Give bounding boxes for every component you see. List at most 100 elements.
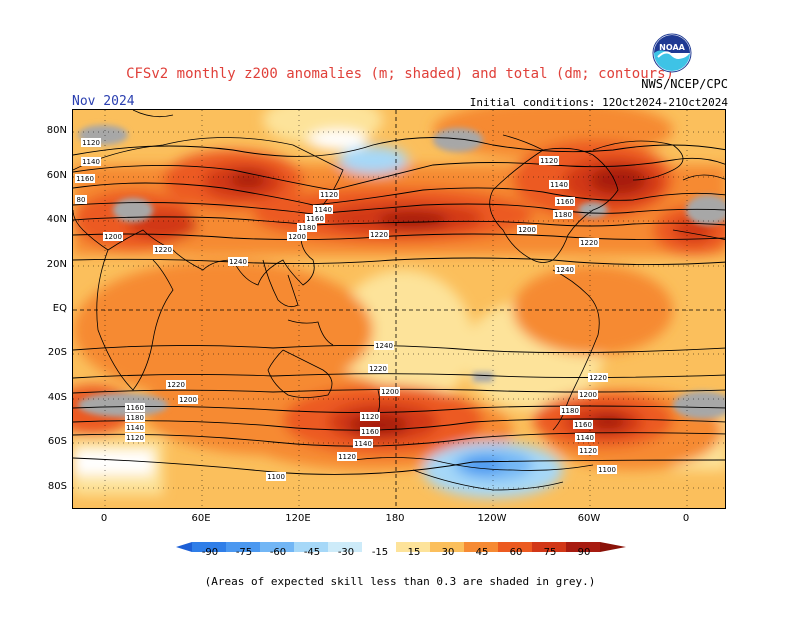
colorbar-swatch <box>192 542 226 552</box>
svg-text:1120: 1120 <box>126 434 144 442</box>
svg-text:1220: 1220 <box>369 365 387 373</box>
svg-text:1240: 1240 <box>375 342 393 350</box>
svg-text:1180: 1180 <box>126 414 144 422</box>
contour-label: 1140 <box>81 157 101 166</box>
svg-text:1140: 1140 <box>354 440 372 448</box>
noaa-logo-text: NOAA <box>659 43 685 52</box>
svg-text:1140: 1140 <box>126 424 144 432</box>
svg-text:1100: 1100 <box>598 466 616 474</box>
contour-label: 1100 <box>597 465 617 474</box>
colorbar-label: 90 <box>577 547 591 558</box>
noaa-logo-icon: NOAA <box>652 33 692 73</box>
contour-label: 1200 <box>103 232 123 241</box>
map-panel: 1120 1140 1160 80 1200 1220 1240 1120 11… <box>72 109 726 509</box>
anomaly-map: 1120 1140 1160 80 1200 1220 1240 1120 11… <box>73 110 725 508</box>
agency-label: NWS/NCEP/CPC <box>641 77 728 91</box>
colorbar-label: 15 <box>407 547 421 558</box>
svg-text:1200: 1200 <box>288 233 306 241</box>
lat-label-40s: 40S <box>47 392 67 403</box>
contour-label: 1100 <box>266 472 286 481</box>
contour-label: 1160 <box>360 427 380 436</box>
contour-label: 1140 <box>353 439 373 448</box>
svg-text:1220: 1220 <box>167 381 185 389</box>
contour-label: 1240 <box>374 341 394 350</box>
lon-label-120w: 120W <box>477 513 507 524</box>
colorbar-label: 60 <box>509 547 523 558</box>
colorbar-swatch <box>226 542 260 552</box>
svg-text:1200: 1200 <box>104 233 122 241</box>
svg-text:1160: 1160 <box>76 175 94 183</box>
colorbar-label: 30 <box>441 547 455 558</box>
svg-text:1220: 1220 <box>580 239 598 247</box>
svg-text:1200: 1200 <box>381 388 399 396</box>
svg-text:1140: 1140 <box>550 181 568 189</box>
contour-label: 1140 <box>549 180 569 189</box>
lat-label-80s: 80S <box>47 481 67 492</box>
shaded-anomalies <box>73 110 725 498</box>
contour-label: 1220 <box>369 230 389 239</box>
svg-text:1120: 1120 <box>320 191 338 199</box>
svg-text:1200: 1200 <box>579 391 597 399</box>
contour-label: 1200 <box>380 387 400 396</box>
contour-labels: 1120 1140 1160 80 1200 1220 1240 1120 11… <box>75 138 617 481</box>
svg-text:1160: 1160 <box>574 421 592 429</box>
initial-conditions: Initial conditions: 12Oct2024-21Oct2024 <box>469 96 728 109</box>
svg-text:1140: 1140 <box>314 206 332 214</box>
colorbar <box>176 537 626 556</box>
contour-label: 1220 <box>153 245 173 254</box>
colorbar-label: -75 <box>235 547 253 558</box>
colorbar-label: -90 <box>201 547 219 558</box>
colorbar-swatch <box>362 542 396 552</box>
lat-label-80n: 80N <box>46 125 67 136</box>
colorbar-swatch <box>600 542 626 552</box>
contour-label: 1120 <box>360 412 380 421</box>
lon-label-180: 180 <box>385 513 405 524</box>
contour-label: 1120 <box>81 138 101 147</box>
lon-label-0-east: 0 <box>682 513 690 524</box>
lon-label-60e: 60E <box>191 513 211 524</box>
lat-label-20n: 20N <box>46 259 67 270</box>
contour-label: 1120 <box>319 190 339 199</box>
svg-text:1120: 1120 <box>579 447 597 455</box>
contour-label: 1240 <box>228 257 248 266</box>
svg-text:1240: 1240 <box>229 258 247 266</box>
colorbar-swatch <box>430 542 464 552</box>
contour-label: 1120 <box>578 446 598 455</box>
contour-label: 1120 <box>539 156 559 165</box>
graticule <box>73 110 725 508</box>
lat-label-20s: 20S <box>47 347 67 358</box>
svg-text:80: 80 <box>77 196 86 204</box>
svg-text:1220: 1220 <box>370 231 388 239</box>
contour-label: 1240 <box>555 265 575 274</box>
svg-text:1160: 1160 <box>306 215 324 223</box>
svg-text:1180: 1180 <box>561 407 579 415</box>
contour-label: 1120 <box>125 433 145 442</box>
colorbar-label: 75 <box>543 547 557 558</box>
lon-label-60w: 60W <box>577 513 601 524</box>
lon-label-120e: 120E <box>285 513 311 524</box>
coastlines <box>73 110 725 491</box>
colorbar-swatch <box>464 542 498 552</box>
contour-label: 80 <box>75 195 87 204</box>
contour-label: 1160 <box>573 420 593 429</box>
forecast-month: Nov 2024 <box>72 94 135 109</box>
contour-label: 1200 <box>287 232 307 241</box>
contour-label: 1180 <box>297 223 317 232</box>
svg-text:1100: 1100 <box>267 473 285 481</box>
colorbar-swatch <box>260 542 294 552</box>
colorbar-swatch <box>176 542 192 552</box>
colorbar-label: -15 <box>371 547 389 558</box>
svg-text:1200: 1200 <box>179 396 197 404</box>
colorbar-swatch <box>328 542 362 552</box>
colorbar-swatch <box>498 542 532 552</box>
svg-text:1160: 1160 <box>556 198 574 206</box>
svg-text:1120: 1120 <box>82 139 100 147</box>
svg-text:1160: 1160 <box>126 404 144 412</box>
lat-label-60s: 60S <box>47 436 67 447</box>
skill-footnote: (Areas of expected skill less than 0.3 a… <box>204 575 596 588</box>
contour-label: 1200 <box>178 395 198 404</box>
contour-label: 1220 <box>588 373 608 382</box>
contour-label: 1140 <box>575 433 595 442</box>
lat-label-40n: 40N <box>46 214 67 225</box>
lat-label-eq: EQ <box>52 303 67 314</box>
